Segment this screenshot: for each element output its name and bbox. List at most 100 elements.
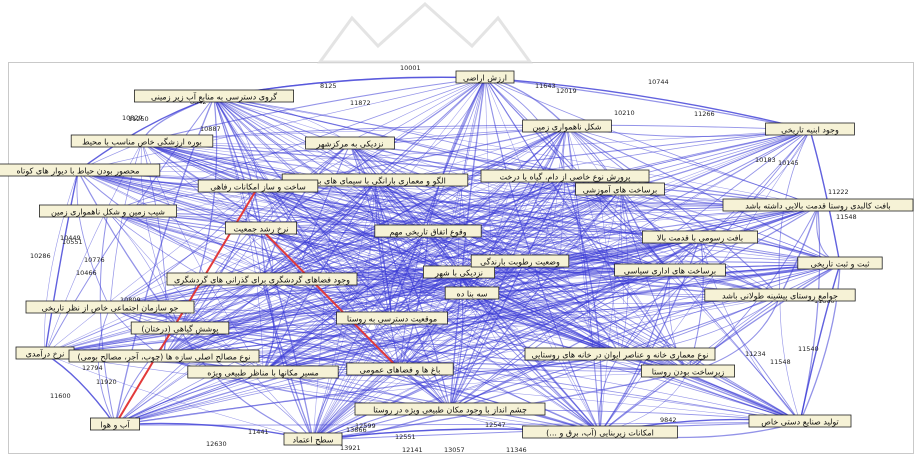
node-box [90, 417, 141, 431]
crown-watermark [317, 1, 533, 64]
edge-line [260, 228, 601, 434]
node-box [522, 425, 678, 439]
node-label: شکل ناهمواری زمین [533, 123, 602, 132]
edge-weight-label: 10210 [614, 109, 635, 117]
edge-line [262, 293, 573, 374]
graph-node: زیرساخت بودن روستا [641, 364, 736, 378]
edge-line [484, 77, 491, 238]
node-label: ارزش اراضی [463, 74, 507, 83]
edge-line [109, 307, 801, 423]
edge-line [449, 205, 819, 411]
edge-line [468, 126, 568, 242]
node-label: نزدیکی با شهر [434, 269, 483, 278]
node-label: شیب زمین و شکل ناهمواری زمین [51, 208, 165, 217]
graph-node: نوع مصالح اصلی سازه ها (چوب، آجر، مصالح … [68, 349, 260, 363]
edge-line [449, 189, 621, 411]
node-label: نرخ رشد جمعیت [233, 225, 288, 234]
node-box [704, 288, 856, 302]
node-label: الگو و معماری بارانگی با سیمای های بومی [304, 176, 446, 186]
node-box [444, 286, 500, 300]
edge-line [458, 272, 524, 342]
edge-weight-label: 10466 [76, 269, 97, 277]
edge-line [260, 189, 621, 230]
edge-weight-label: 10001 [400, 64, 421, 72]
edge-line [799, 263, 841, 423]
edge-line [141, 141, 546, 269]
edge-line [469, 237, 701, 287]
edge-line [107, 211, 451, 411]
edge-line [399, 295, 531, 371]
edge-line [444, 199, 521, 263]
edge-line [107, 211, 361, 279]
node-label: ثبت و ثبت تاریخی [810, 260, 869, 269]
edge-line [619, 354, 801, 423]
edge-line [484, 77, 594, 340]
edge-line [312, 225, 331, 441]
node-box [25, 300, 195, 314]
node-box [39, 204, 177, 218]
node-box [480, 169, 650, 183]
edge-line [461, 187, 671, 272]
node-label: بافت رسومی با قدمت بالا [657, 234, 743, 243]
edge-line [449, 263, 841, 411]
edge-weight-label: 11548 [770, 358, 791, 366]
edge-line [109, 186, 259, 309]
edge-line [44, 272, 460, 355]
edge-line [449, 253, 475, 411]
node-box [748, 414, 852, 428]
node-box [130, 321, 230, 335]
edge-line [179, 215, 373, 330]
edge-line [315, 126, 568, 264]
edge-line [453, 77, 486, 222]
node-box [346, 362, 454, 376]
edge-line [262, 181, 471, 374]
edge-line [213, 96, 551, 204]
edge-line [114, 267, 602, 426]
graph-node: تولید صنایع دستی خاص [748, 414, 852, 428]
edge-line [490, 176, 566, 333]
node-layer: ارزش اراضی گروی دسترسی به منابع آب زیر زم… [0, 70, 914, 446]
edge-line [312, 336, 385, 441]
edge-line [429, 295, 781, 336]
edge-line [44, 170, 79, 355]
edge-weight-label: 12599 [355, 422, 376, 430]
node-label: چشم انداز با وجود مکان طبیعی ویژه در روس… [373, 406, 527, 415]
graph-node: نرخ رشد جمعیت [224, 221, 297, 235]
edge-line [107, 211, 781, 297]
edge-line [449, 192, 510, 411]
edge-line [608, 225, 671, 272]
edge-line [141, 124, 811, 143]
node-box [524, 347, 716, 361]
edge-line [312, 295, 781, 441]
edge-line [213, 96, 314, 441]
edge-line [213, 96, 819, 207]
edge-line [262, 298, 549, 374]
graph-node: ثبت و ثبت تاریخی [797, 256, 883, 270]
edge-line [399, 189, 621, 371]
edge-weight-label: 10776 [84, 256, 105, 264]
edge-line [99, 211, 116, 426]
edge-line [324, 77, 486, 188]
edge-line [352, 272, 460, 309]
edge-line [374, 129, 811, 182]
graph-node: شکل ناهمواری زمین [522, 119, 612, 133]
node-box [133, 89, 294, 103]
node-box [797, 256, 883, 270]
edge-line [163, 356, 601, 434]
edge-line [809, 129, 841, 265]
node-box [187, 365, 339, 379]
edge-line [471, 293, 606, 336]
edge-line [317, 223, 401, 371]
graph-node: آب و هوا [90, 417, 141, 431]
node-label: زیرساخت بودن روستا [652, 368, 725, 377]
node-label: برساخت های آموزشی [583, 185, 657, 195]
edge-weight-label: 11441 [248, 428, 269, 436]
edge-line [141, 141, 438, 205]
edge-line [566, 126, 613, 286]
edge-line [109, 141, 143, 309]
edge-line [163, 210, 586, 358]
edge-line [391, 318, 801, 423]
edge-line [107, 211, 610, 239]
edge-line [668, 270, 689, 373]
